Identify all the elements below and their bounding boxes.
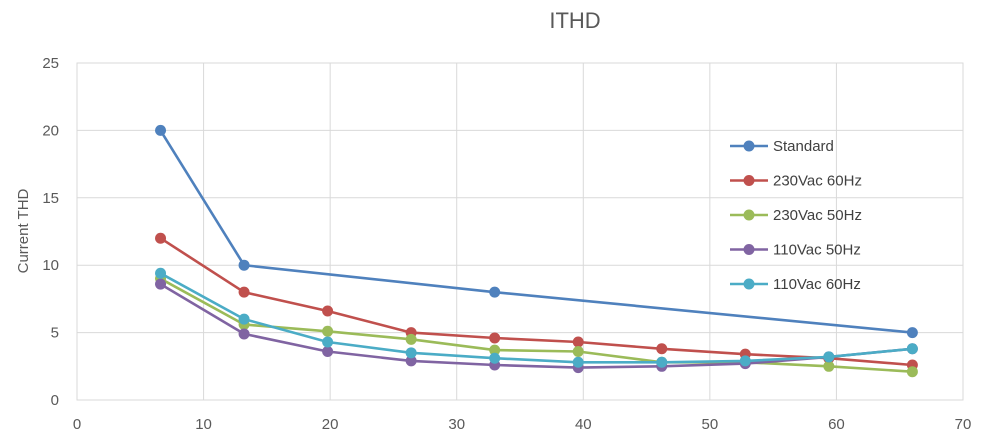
data-point-standard [155, 124, 167, 136]
legend-swatch-marker [743, 175, 755, 186]
data-point-230vac-50hz [405, 333, 417, 345]
x-axis-tick-labels: 0 10 20 30 40 50 60 70 [73, 416, 972, 433]
data-point-110vac-60hz [155, 267, 167, 279]
legend-item-230vac-50hz: 230Vac 50Hz [730, 207, 862, 224]
y-tick-label: 10 [42, 257, 59, 274]
data-point-230vac-60hz [322, 305, 334, 317]
series-110vac-60hz [155, 267, 918, 368]
data-point-standard [238, 259, 250, 271]
data-point-110vac-60hz [906, 343, 918, 355]
data-point-110vac-50hz [155, 278, 167, 290]
legend-label: 230Vac 60Hz [773, 173, 862, 190]
legend-item-standard: Standard [730, 138, 834, 155]
plot-area-border [76, 62, 964, 401]
data-point-standard [489, 286, 501, 298]
plot-grid [76, 62, 964, 401]
data-point-110vac-60hz [238, 313, 250, 325]
data-point-110vac-60hz [572, 356, 584, 368]
legend-item-230vac-60hz: 230Vac 60Hz [730, 173, 862, 190]
legend-swatch-marker [743, 140, 755, 152]
data-point-230vac-50hz [322, 325, 334, 337]
legend-label: 110Vac 60Hz [773, 276, 861, 293]
legend-swatch-marker [743, 278, 755, 290]
x-tick-label: 60 [828, 416, 845, 433]
y-tick-label: 25 [42, 55, 59, 72]
series-line-230vac-50hz [159, 277, 913, 373]
data-point-110vac-60hz [823, 351, 835, 363]
x-tick-label: 30 [448, 416, 465, 433]
y-tick-label: 20 [42, 122, 59, 139]
data-point-230vac-50hz [572, 345, 584, 357]
data-point-110vac-50hz [405, 355, 417, 367]
data-point-110vac-50hz [322, 345, 334, 357]
legend-item-110vac-50hz: 110Vac 50Hz [730, 242, 861, 259]
series-230vac-50hz [155, 273, 918, 378]
series-layer [155, 124, 918, 378]
data-point-110vac-60hz [739, 355, 751, 367]
data-point-230vac-60hz [238, 286, 250, 298]
x-tick-label: 20 [322, 416, 339, 433]
legend-item-110vac-60hz: 110Vac 60Hz [730, 276, 861, 293]
data-point-230vac-60hz [155, 232, 167, 244]
series-standard [155, 124, 918, 339]
series-line-110vac-60hz [159, 272, 913, 364]
x-tick-label: 50 [702, 416, 719, 433]
y-tick-label: 15 [42, 190, 59, 207]
y-axis-tick-labels: 0 5 10 15 20 25 [42, 55, 59, 409]
data-point-230vac-50hz [489, 344, 501, 356]
x-tick-label: 70 [955, 416, 972, 433]
data-point-110vac-60hz [489, 352, 501, 364]
legend-swatch-marker [743, 244, 755, 255]
y-tick-label: 0 [51, 392, 59, 409]
data-point-230vac-60hz [656, 343, 668, 355]
data-point-230vac-60hz [489, 332, 501, 344]
series-line-110vac-50hz [159, 282, 913, 369]
data-point-110vac-60hz [322, 336, 334, 348]
x-tick-label: 40 [575, 416, 592, 433]
data-point-230vac-50hz [906, 366, 918, 378]
y-tick-label: 5 [51, 325, 59, 342]
data-point-standard [906, 327, 918, 339]
x-tick-label: 10 [195, 416, 212, 433]
data-point-230vac-50hz [823, 360, 835, 372]
legend: Standard 230Vac 60Hz 230Vac 50Hz 110Vac 50H… [730, 138, 862, 293]
legend-label: 110Vac 50Hz [773, 242, 861, 259]
data-point-230vac-60hz [572, 336, 584, 348]
data-point-110vac-60hz [405, 347, 417, 359]
legend-swatch-marker [743, 209, 755, 221]
x-tick-label: 0 [73, 416, 81, 433]
legend-label: 230Vac 50Hz [773, 207, 862, 224]
data-point-110vac-60hz [656, 356, 668, 368]
data-point-110vac-50hz [238, 328, 250, 340]
series-line-standard [159, 129, 913, 334]
y-axis-title: Current THD [15, 188, 32, 273]
series-line-230vac-60hz [159, 237, 913, 367]
legend-label: Standard [773, 138, 834, 155]
chart-title: ITHD [549, 8, 600, 33]
